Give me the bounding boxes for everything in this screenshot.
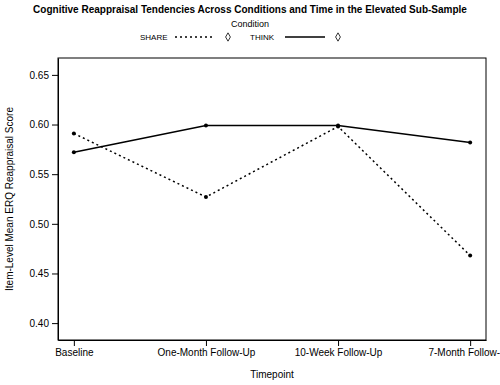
y-tick-label: 0.40 — [30, 318, 50, 329]
x-axis: Baseline One-Month Follow-Up 10-Week Follo… — [55, 340, 500, 358]
y-tick-mark — [52, 273, 58, 274]
x-tick-label: 10-Week Follow-Up — [295, 347, 383, 358]
y-tick: 0.50 — [30, 219, 58, 230]
legend-marker — [336, 33, 341, 41]
series-point — [336, 125, 340, 129]
y-axis-title: Item-Level Mean ERQ Reappraisal Score — [4, 107, 15, 291]
legend-title: Condition — [231, 19, 269, 29]
y-tick: 0.45 — [30, 268, 58, 279]
x-tick-mark — [206, 340, 207, 346]
series-line — [74, 127, 470, 256]
plot-area — [72, 124, 472, 258]
x-tick: One-Month Follow-Up — [158, 340, 256, 358]
legend-label: THINK — [250, 33, 275, 42]
chart: Cognitive Reappraisal Tendencies Across … — [0, 0, 500, 385]
y-tick-label: 0.60 — [30, 119, 50, 130]
y-tick-label: 0.45 — [30, 268, 50, 279]
series-point — [72, 131, 76, 135]
y-axis: 0.40 0.45 0.50 0.55 0.60 0.65 — [30, 59, 59, 341]
y-tick: 0.65 — [30, 70, 58, 81]
y-axis-line — [58, 59, 59, 341]
x-axis-title: Timepoint — [250, 369, 294, 380]
series-point — [468, 140, 472, 144]
x-tick-label: Baseline — [55, 347, 94, 358]
y-tick-label: 0.65 — [30, 70, 50, 81]
legend-swatch — [175, 36, 215, 38]
x-tick: 7-Month Follow-Up — [428, 340, 500, 358]
plot-frame — [58, 58, 486, 340]
y-tick: 0.40 — [30, 318, 58, 329]
series-point — [336, 124, 340, 128]
legend-label: SHARE — [140, 33, 168, 42]
y-tick: 0.60 — [30, 119, 58, 130]
y-tick: 0.55 — [30, 169, 58, 180]
y-tick-mark — [52, 224, 58, 225]
x-tick-mark — [74, 340, 75, 346]
series-point — [72, 150, 76, 154]
x-tick-label: 7-Month Follow-Up — [428, 347, 500, 358]
series-point — [204, 124, 208, 128]
x-tick-mark — [470, 340, 471, 346]
x-tick-label: One-Month Follow-Up — [158, 347, 256, 358]
y-tick-mark — [52, 323, 58, 324]
y-tick-label: 0.50 — [30, 219, 50, 230]
y-tick-mark — [52, 75, 58, 76]
y-tick-label: 0.55 — [30, 169, 50, 180]
x-tick: Baseline — [55, 340, 94, 358]
legend-swatch — [285, 36, 325, 38]
y-tick-mark — [52, 125, 58, 126]
series-point — [204, 195, 208, 199]
x-axis-line — [59, 340, 487, 341]
legend-marker — [226, 33, 231, 41]
series-point — [468, 254, 472, 258]
chart-title: Cognitive Reappraisal Tendencies Across … — [33, 4, 467, 15]
series-line — [74, 126, 470, 153]
x-tick: 10-Week Follow-Up — [295, 340, 383, 358]
x-tick-mark — [338, 340, 339, 346]
y-tick-mark — [52, 174, 58, 175]
legend: Condition SHARE THINK — [140, 19, 340, 42]
